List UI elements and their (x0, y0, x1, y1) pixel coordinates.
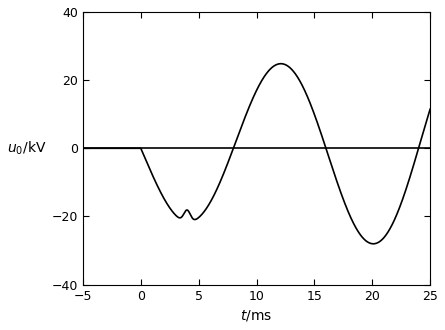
Y-axis label: $u_0$/kV: $u_0$/kV (7, 140, 46, 157)
X-axis label: $t$/ms: $t$/ms (240, 308, 273, 323)
